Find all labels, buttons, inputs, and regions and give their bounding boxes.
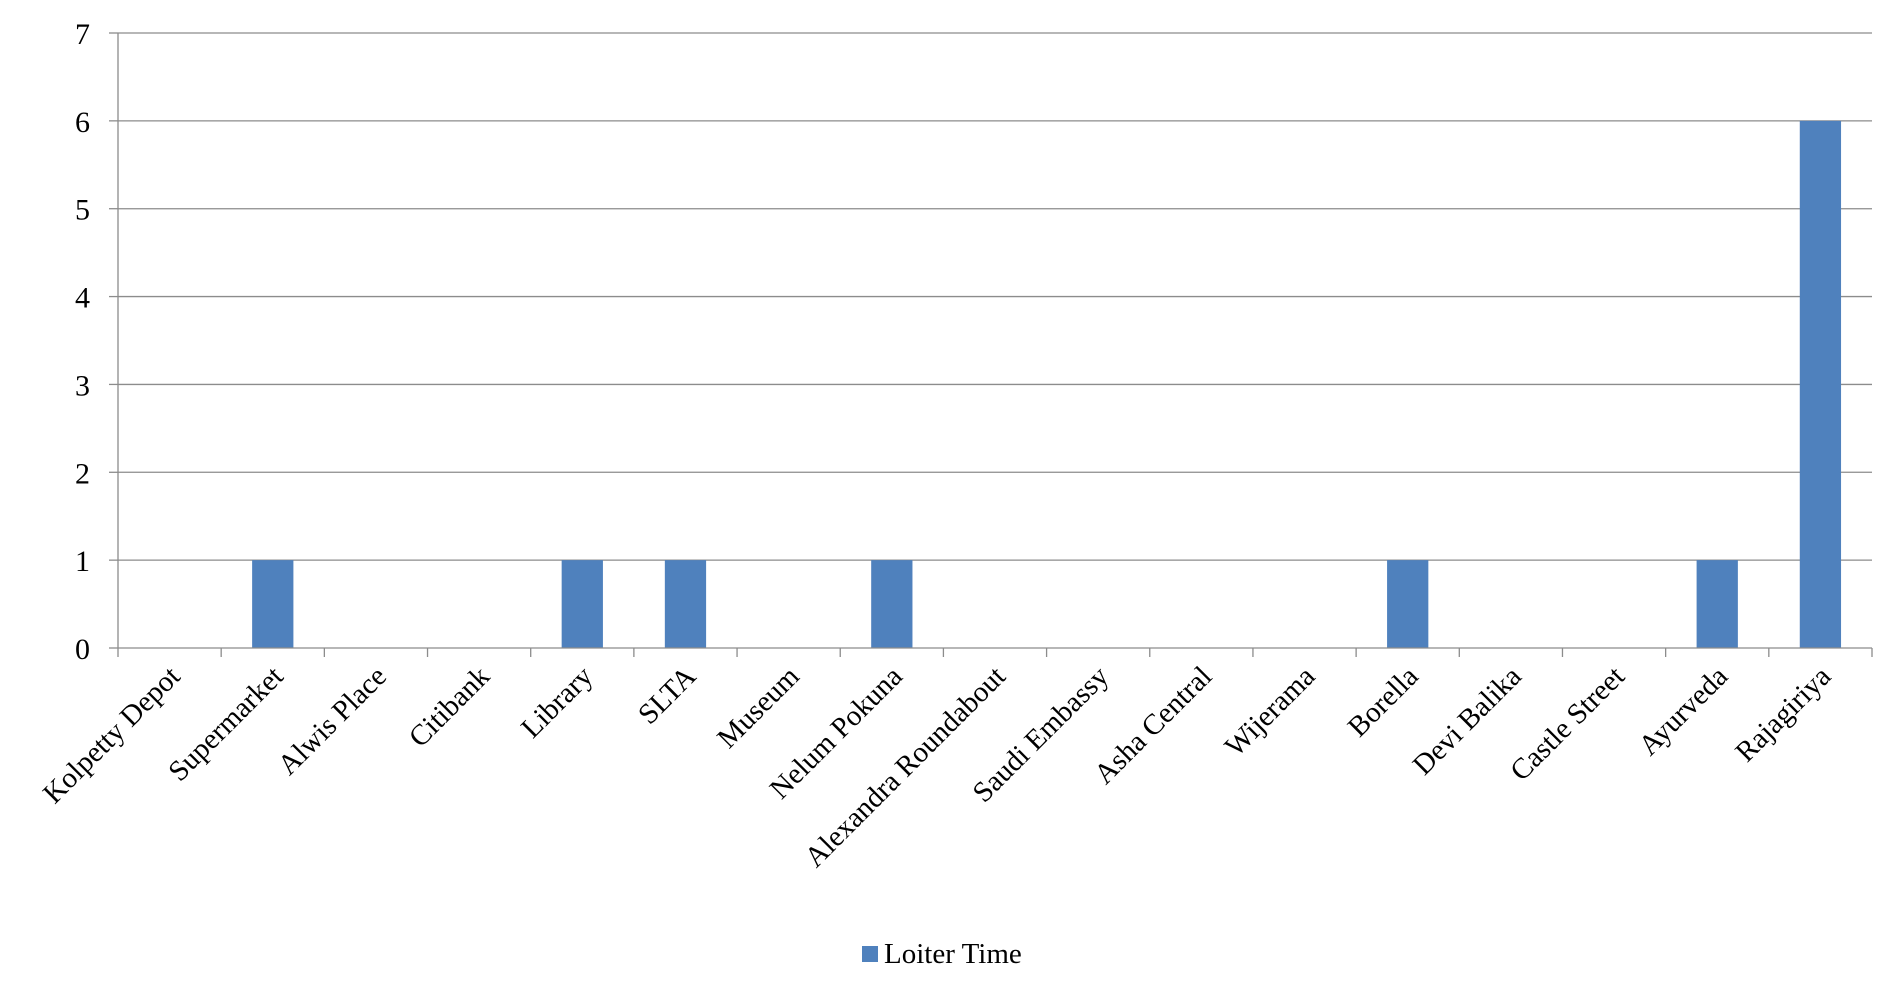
y-tick-label: 3: [75, 369, 90, 402]
x-tick-label: Alexandra Roundabout: [799, 660, 1012, 873]
x-tick-label: Library: [515, 660, 599, 744]
x-tick-label: Citibank: [403, 660, 497, 754]
y-tick-label: 6: [75, 106, 90, 139]
y-tick-labels: 0 1 2 3 4 5 6 7: [75, 18, 90, 666]
y-tick-label: 5: [75, 194, 90, 227]
x-tick-label: Borella: [1342, 660, 1425, 743]
x-tick-label: Ayurveda: [1633, 660, 1735, 762]
legend: Loiter Time: [862, 938, 1022, 970]
y-tick-label: 1: [75, 545, 90, 578]
gridlines: [109, 32, 1872, 649]
y-tick-label: 7: [75, 18, 90, 51]
y-tick-label: 4: [75, 282, 90, 315]
legend-swatch: [862, 946, 878, 962]
bar-ayurveda: [1696, 560, 1738, 648]
bars: [252, 120, 1842, 649]
x-tick-label: Rajagiriya: [1729, 660, 1837, 768]
x-tick-label: Kolpetty Depot: [37, 660, 187, 810]
y-tick-label: 2: [75, 457, 90, 490]
bar-borella: [1387, 560, 1429, 648]
bar-library: [561, 560, 603, 648]
x-tick-label: SLTA: [632, 660, 702, 730]
x-tick-label: Alwis Place: [272, 660, 393, 781]
legend-label: Loiter Time: [884, 938, 1022, 970]
bar-slta: [664, 560, 707, 648]
x-tick-label: Wijerama: [1219, 660, 1322, 763]
axes: [117, 33, 1873, 657]
bar-nelum-pokuna: [871, 560, 913, 648]
bar-rajagiriya: [1799, 120, 1842, 649]
y-tick-label: 0: [75, 633, 90, 666]
x-tick-label: Museum: [711, 660, 806, 755]
bar-supermarket: [252, 560, 294, 648]
